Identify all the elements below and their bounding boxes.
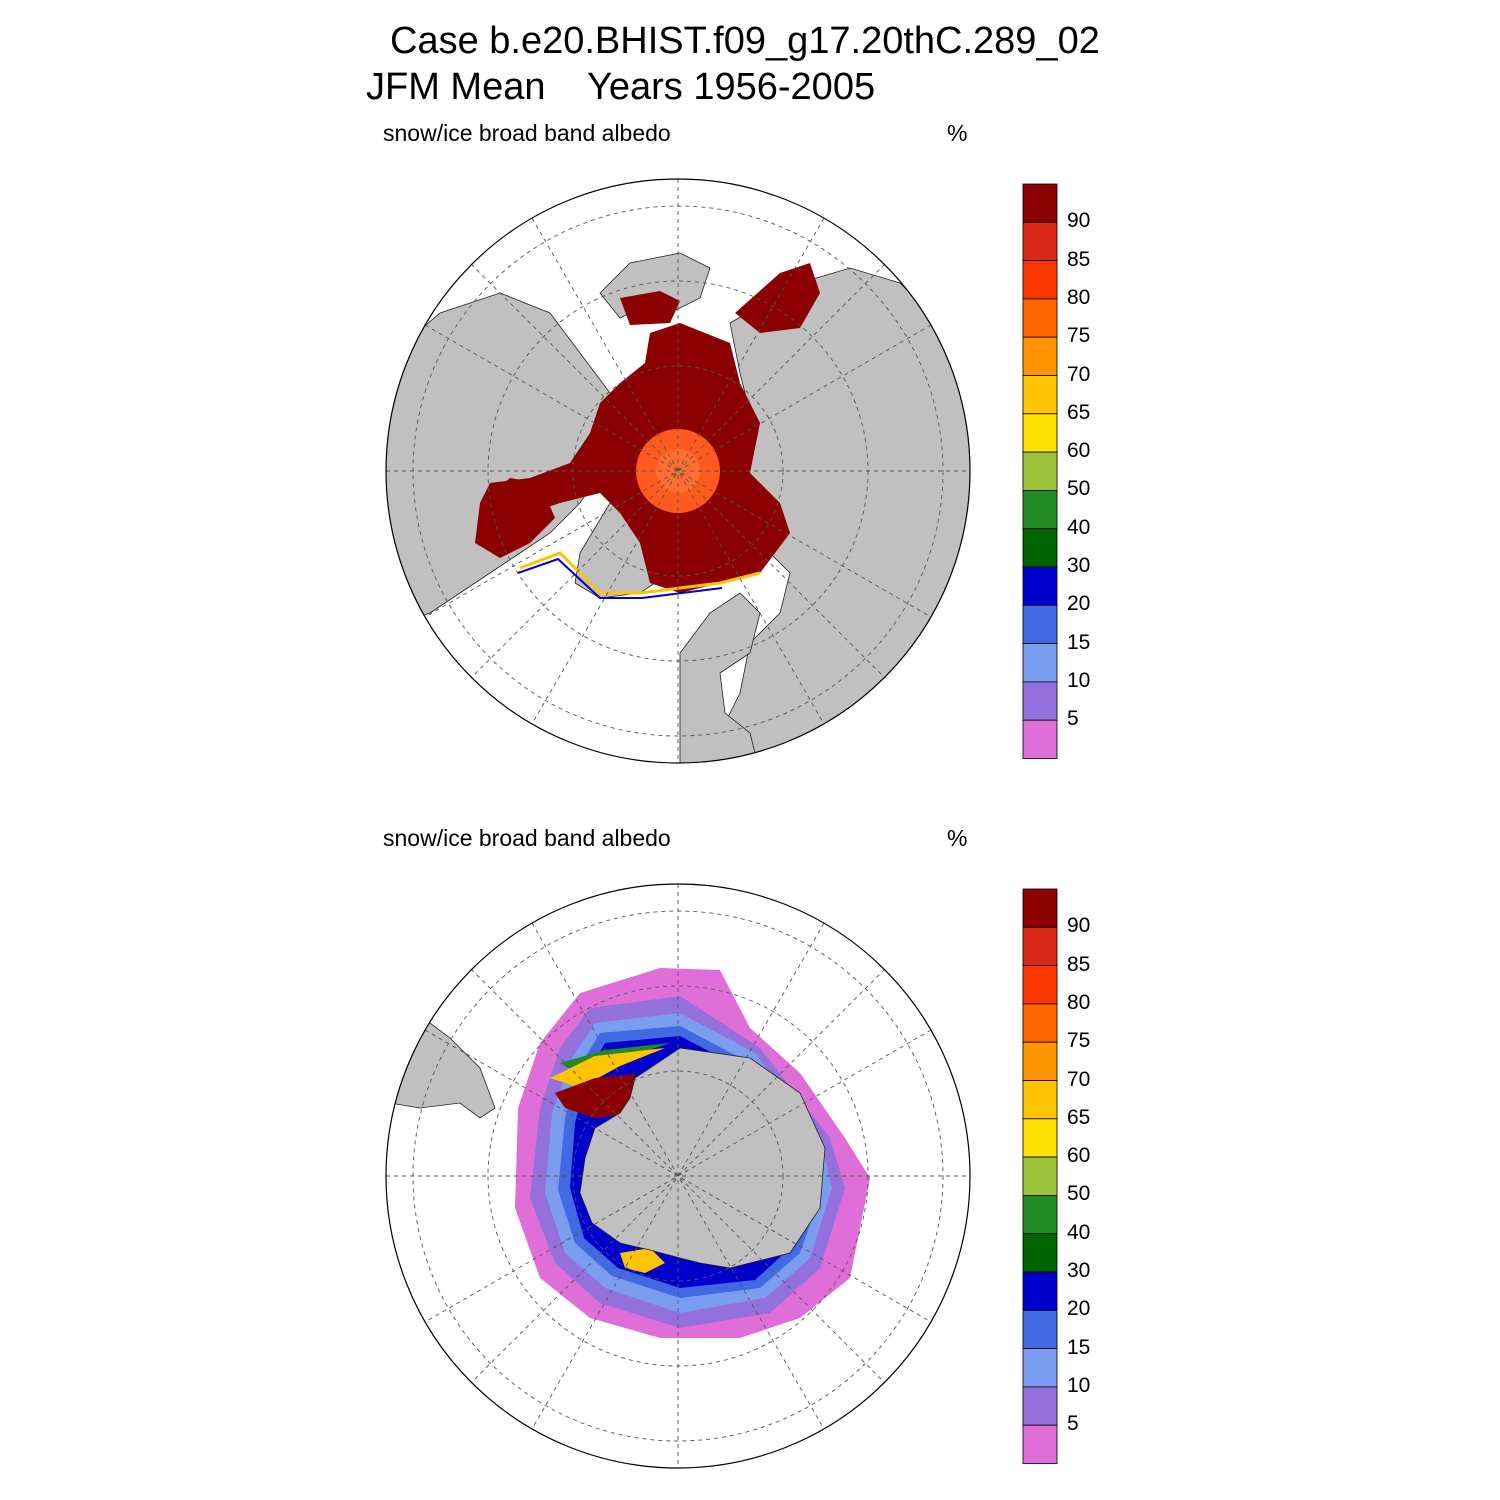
sea-ice-band-70 xyxy=(550,1048,665,1088)
colorbar-box xyxy=(1022,1080,1058,1120)
colorbar-box xyxy=(1022,1118,1058,1158)
colorbar-box xyxy=(1022,1156,1058,1196)
colorbar-tick-label: 90 xyxy=(1067,914,1091,938)
colorbar-box xyxy=(1022,965,1058,1005)
colorbar-tick-label: 85 xyxy=(1067,952,1091,976)
graticule-north xyxy=(386,179,970,763)
colorbar-tick-label: 30 xyxy=(1067,554,1091,577)
colorbar-box xyxy=(1022,528,1058,568)
colorbar-box xyxy=(1022,221,1058,261)
colorbar-box xyxy=(1022,489,1058,530)
colorbar-tick-label: 5 xyxy=(1067,1412,1079,1436)
colorbar-tick-label: 20 xyxy=(1067,592,1091,616)
colorbar-box xyxy=(1022,451,1058,491)
colorbar-box xyxy=(1022,643,1058,683)
colorbar-box xyxy=(1022,1309,1058,1349)
colorbar-box xyxy=(1022,1271,1058,1311)
variable-label-south: snow/ice broad band albedo xyxy=(383,825,671,851)
colorbar-tick-label: 40 xyxy=(1067,515,1091,539)
map-border-south xyxy=(385,883,971,1469)
colorbar-tick-label: 60 xyxy=(1067,1144,1091,1168)
colorbar-tick-label: 85 xyxy=(1067,247,1091,271)
colorbar-south xyxy=(1022,888,1058,1464)
colorbar-tick-label: 90 xyxy=(1067,209,1091,233)
sea-ice-hudson-bay xyxy=(475,478,555,558)
colorbar-box xyxy=(1022,566,1058,606)
land-europe-north xyxy=(679,592,761,763)
graticule-south xyxy=(386,884,970,1468)
colorbar-box xyxy=(1022,926,1058,966)
ice-edge-bands-north-blue xyxy=(517,557,723,599)
south-polar-map xyxy=(385,883,971,1469)
colorbar-tick-label: 5 xyxy=(1067,707,1079,731)
unit-label-north: % xyxy=(947,120,968,146)
colorbar-box xyxy=(1022,375,1058,415)
colorbar-box xyxy=(1022,1233,1058,1273)
colorbar-box xyxy=(1022,336,1058,376)
colorbar-tick-label: 80 xyxy=(1067,285,1091,309)
colorbar-north xyxy=(1022,183,1058,759)
colorbar-tick-label: 70 xyxy=(1067,1067,1091,1091)
colorbar-box xyxy=(1022,888,1058,928)
colorbar-tick-label: 50 xyxy=(1067,477,1091,501)
colorbar-box xyxy=(1022,183,1058,223)
colorbar-tick-label: 75 xyxy=(1067,324,1091,348)
sea-ice-weddell xyxy=(555,1074,635,1118)
panel-south: snow/ice broad band albedo % xyxy=(0,705,1500,1469)
colorbar-tick-label: 10 xyxy=(1067,668,1091,692)
figure-title-line-1: Case b.e20.BHIST.f09_g17.20thC.289_02 xyxy=(390,20,1100,62)
colorbar-tick-label: 15 xyxy=(1067,1335,1091,1359)
colorbar-box xyxy=(1022,1386,1058,1426)
ice-edge-bands-north xyxy=(519,551,761,595)
colorbar-box xyxy=(1022,1041,1058,1081)
colorbar-tick-label: 60 xyxy=(1067,439,1091,463)
colorbar-box xyxy=(1022,298,1058,338)
colorbar-box xyxy=(1022,413,1058,453)
colorbar-tick-label: 75 xyxy=(1067,1029,1091,1053)
sea-ice-arctic-basin xyxy=(480,323,790,593)
colorbar-box xyxy=(1022,1003,1058,1043)
colorbar-tick-label: 70 xyxy=(1067,362,1091,386)
figure-title-line-2: JFM Mean Years 1956-2005 xyxy=(366,66,876,108)
colorbar-tick-label: 65 xyxy=(1067,1105,1091,1129)
variable-label-north: snow/ice broad band albedo xyxy=(383,120,671,146)
map-border-north xyxy=(385,178,971,764)
colorbar-box xyxy=(1022,604,1058,644)
panel-north: snow/ice broad band albedo % xyxy=(0,0,1500,764)
colorbar-tick-label: 65 xyxy=(1067,400,1091,424)
colorbar-box xyxy=(1022,719,1058,759)
sea-ice-ross xyxy=(620,1248,665,1273)
colorbar-box xyxy=(1022,1194,1058,1235)
colorbar-tick-label: 20 xyxy=(1067,1297,1091,1321)
north-polar-map xyxy=(385,178,971,764)
colorbar-tick-label: 15 xyxy=(1067,630,1091,654)
sea-ice-bering xyxy=(620,291,680,325)
colorbar-tick-label: 30 xyxy=(1067,1259,1091,1282)
colorbar-tick-label: 10 xyxy=(1067,1373,1091,1397)
sea-ice-okhotsk xyxy=(735,263,820,333)
colorbar-box xyxy=(1022,1424,1058,1464)
colorbar-tick-label: 40 xyxy=(1067,1220,1091,1244)
colorbar-tick-label: 50 xyxy=(1067,1182,1091,1206)
colorbar-box xyxy=(1022,1348,1058,1388)
unit-label-south: % xyxy=(947,825,968,851)
colorbar-box xyxy=(1022,681,1058,721)
colorbar-box xyxy=(1022,260,1058,300)
colorbar-tick-label: 80 xyxy=(1067,990,1091,1014)
